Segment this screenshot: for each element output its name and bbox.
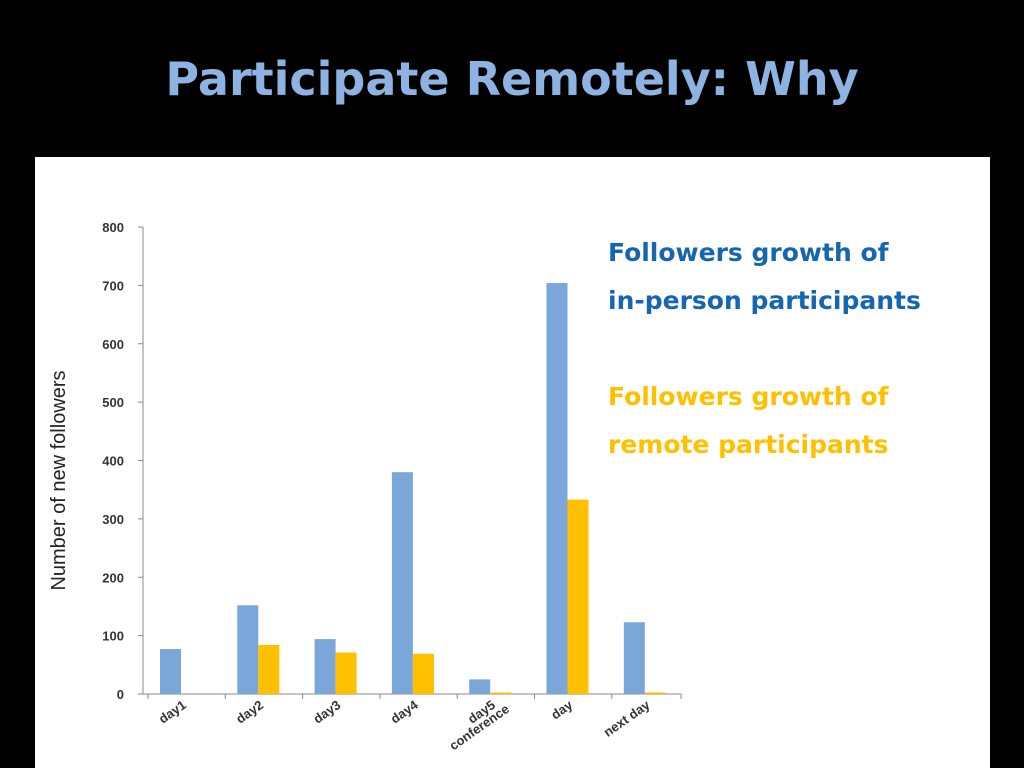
legend-inperson: Followers growth of in-person participan…: [608, 229, 921, 325]
bar-chart: 0 100 200 300 400 500 600 700 800 Number of new f…: [48, 220, 682, 753]
bar-remote: [412, 653, 434, 694]
bar-remote: [644, 692, 666, 694]
x-tick-label: day1: [156, 697, 189, 726]
y-tick-label: 200: [102, 570, 124, 585]
bar-remote: [335, 652, 357, 694]
legend-inperson-line1: Followers growth of: [608, 238, 889, 267]
y-tick-label: 300: [102, 512, 124, 527]
x-tick-label: day: [548, 697, 576, 723]
y-tick-label: 400: [102, 454, 124, 469]
slide-title: Participate Remotely: Why: [165, 52, 859, 106]
y-axis-title: Number of new followers: [48, 370, 70, 590]
chart-legend: Followers growth of in-person participan…: [608, 229, 921, 469]
bar-inperson: [391, 472, 413, 694]
y-tick-label: 600: [102, 337, 124, 352]
bar-inperson: [237, 605, 259, 694]
legend-inperson-line2: in-person participants: [608, 286, 921, 315]
x-tick-label: day2: [233, 697, 266, 726]
y-tick-label: 0: [117, 687, 124, 702]
legend-remote: Followers growth of remote participants: [608, 373, 921, 469]
y-tick-label: 100: [102, 629, 124, 644]
y-tick-label: 800: [102, 220, 124, 235]
legend-remote-line1: Followers growth of: [608, 382, 889, 411]
bar-remote: [258, 644, 280, 694]
bar-inperson: [314, 639, 336, 694]
legend-remote-line2: remote participants: [608, 430, 889, 459]
bar-inperson: [160, 649, 181, 694]
x-tick-label: next day: [601, 697, 653, 740]
y-tick-label: 500: [102, 395, 124, 410]
bar-remote: [567, 499, 589, 694]
chart-panel: 0 100 200 300 400 500 600 700 800 Number of new f…: [35, 157, 990, 768]
bar-inperson: [623, 622, 645, 694]
x-tick-label: day3: [310, 697, 343, 726]
x-tick-label: day4: [388, 697, 422, 727]
bar-remote: [490, 692, 512, 694]
y-tick-label: 700: [102, 278, 124, 293]
bar-inperson: [469, 679, 491, 694]
bar-inperson: [546, 283, 568, 694]
